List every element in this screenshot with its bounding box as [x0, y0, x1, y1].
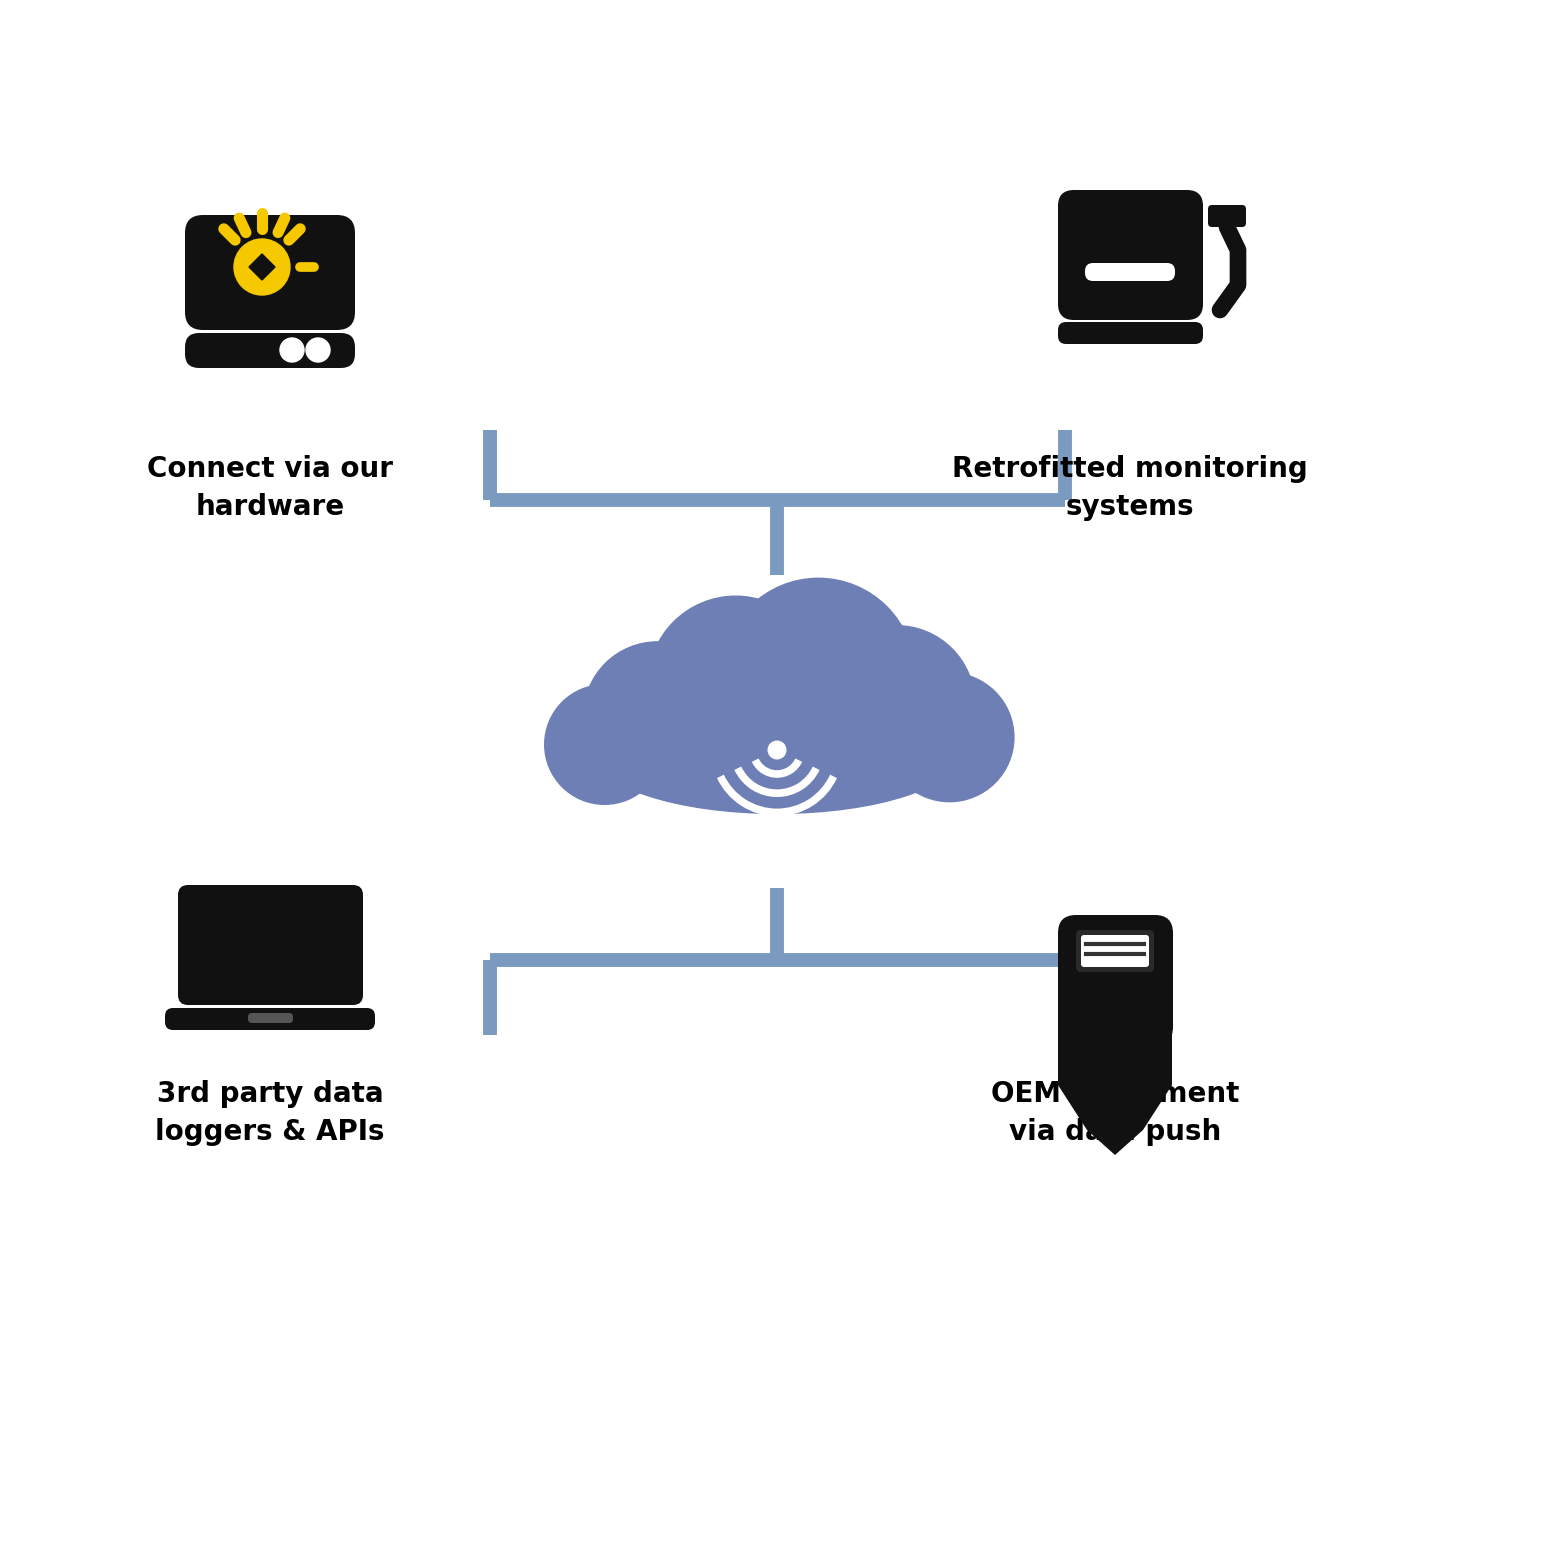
- Polygon shape: [1057, 1025, 1172, 1155]
- Circle shape: [885, 673, 1014, 802]
- FancyBboxPatch shape: [1081, 935, 1149, 967]
- FancyBboxPatch shape: [1208, 205, 1246, 227]
- Text: Retrofitted monitoring
systems: Retrofitted monitoring systems: [952, 456, 1308, 521]
- Circle shape: [648, 596, 823, 771]
- Circle shape: [722, 578, 914, 771]
- Circle shape: [544, 684, 664, 804]
- FancyBboxPatch shape: [1057, 322, 1204, 344]
- Polygon shape: [249, 253, 275, 280]
- FancyBboxPatch shape: [185, 333, 355, 369]
- Circle shape: [818, 625, 975, 782]
- FancyBboxPatch shape: [165, 1008, 375, 1029]
- Circle shape: [583, 642, 731, 788]
- FancyBboxPatch shape: [247, 1012, 292, 1023]
- Circle shape: [768, 742, 785, 759]
- FancyBboxPatch shape: [177, 885, 362, 1005]
- Text: 3rd party data
loggers & APIs: 3rd party data loggers & APIs: [156, 1081, 384, 1146]
- Text: Connect via our
hardware: Connect via our hardware: [148, 456, 393, 521]
- FancyBboxPatch shape: [1076, 930, 1154, 972]
- Text: OEM equipment
via data push: OEM equipment via data push: [991, 1081, 1239, 1146]
- Circle shape: [306, 337, 330, 362]
- FancyBboxPatch shape: [1057, 914, 1172, 1045]
- FancyBboxPatch shape: [1085, 263, 1176, 281]
- Circle shape: [233, 239, 289, 295]
- Circle shape: [280, 337, 303, 362]
- Ellipse shape: [592, 690, 961, 813]
- FancyBboxPatch shape: [185, 215, 355, 330]
- FancyBboxPatch shape: [1057, 190, 1204, 320]
